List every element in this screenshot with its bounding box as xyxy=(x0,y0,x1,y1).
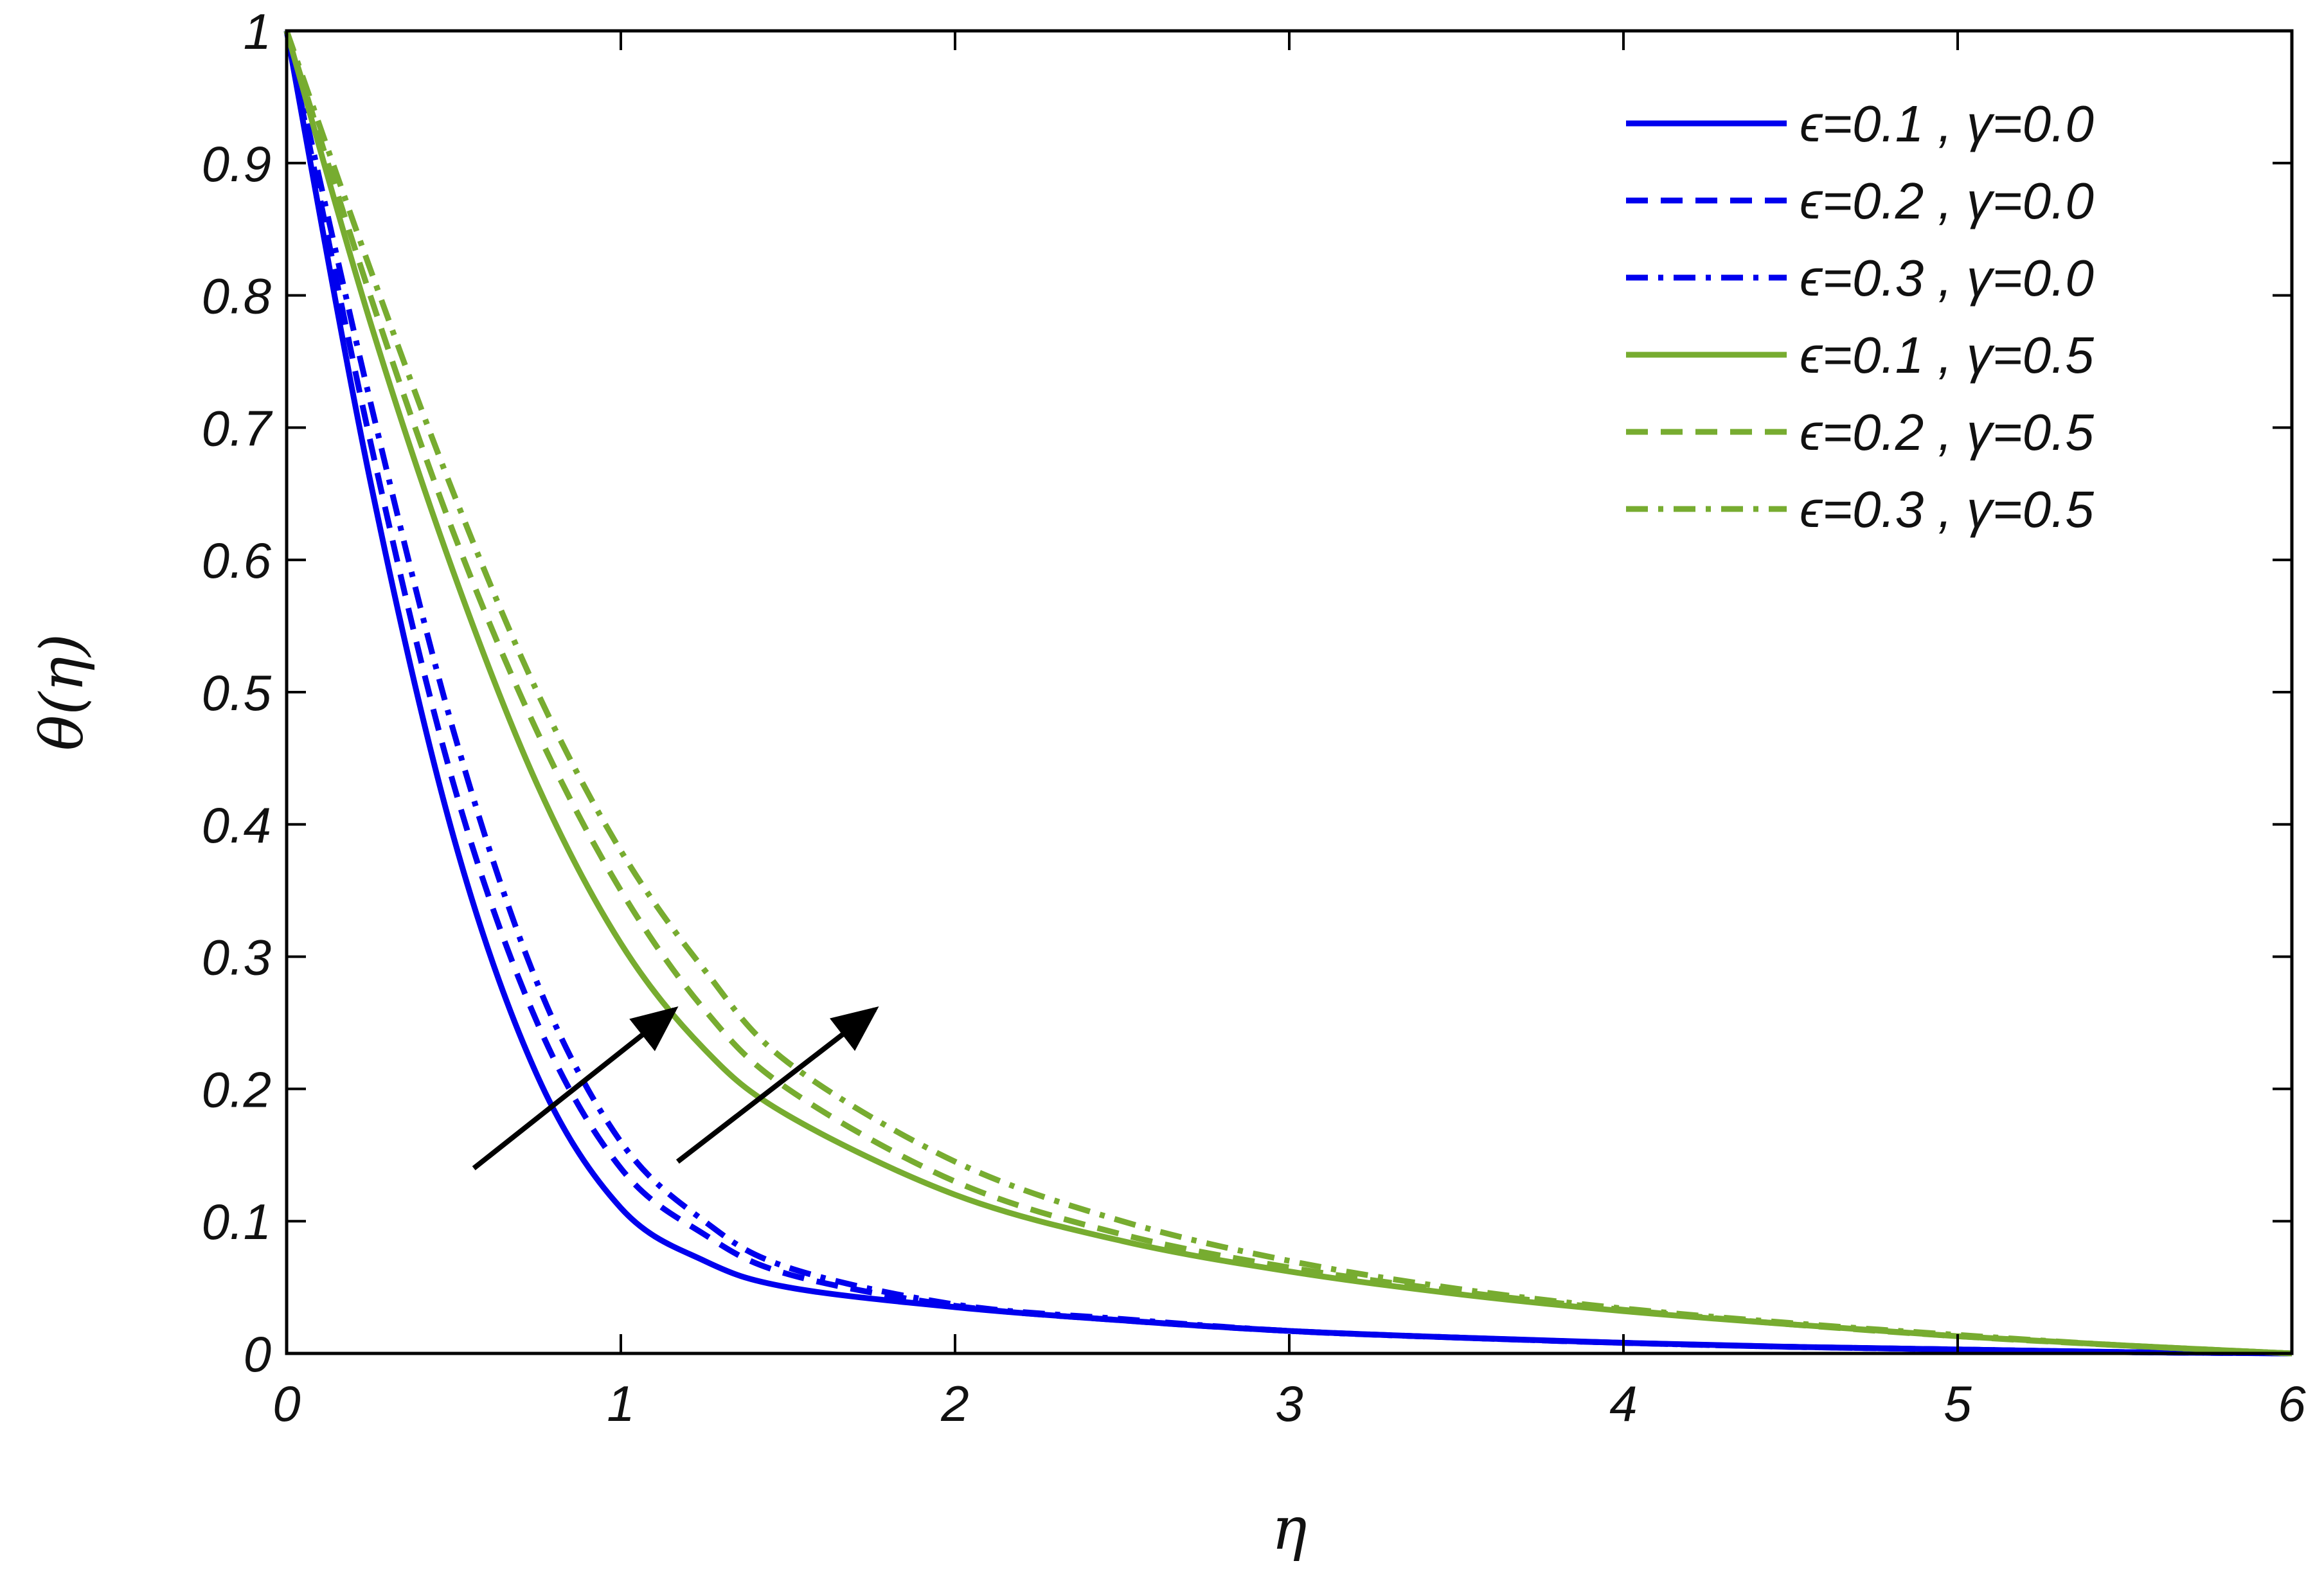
y-tick-label: 0.2 xyxy=(202,1061,271,1118)
y-axis-label: θ(η) xyxy=(28,634,96,751)
x-tick-label: 2 xyxy=(940,1375,969,1432)
series-line-5 xyxy=(283,30,2293,1357)
plot-frame xyxy=(285,29,2294,1355)
series-line-3 xyxy=(283,30,2293,1357)
annotation-arrow-1 xyxy=(472,1006,679,1171)
x-tick-label: 0 xyxy=(273,1375,300,1432)
series-line-6 xyxy=(283,30,2293,1357)
y-tick-label: 0.1 xyxy=(202,1193,271,1250)
legend: ϵ=0.1 , γ=0.0 ϵ=0.2 , γ=0.0 ϵ=0.3 , γ=0.0 ϵ… xyxy=(1626,95,2094,538)
x-axis-label: η xyxy=(1271,1494,1307,1563)
legend-label-6: ϵ=0.3 , γ=0.5 xyxy=(1800,481,2094,538)
plot-background xyxy=(287,31,2292,1353)
series-layer xyxy=(283,30,2293,1357)
y-tick-label: 0.3 xyxy=(202,929,271,986)
annotation-arrow-2 xyxy=(675,1006,879,1164)
y-tick-label: 0.7 xyxy=(202,400,273,456)
y-tick-label: 0.8 xyxy=(202,268,271,325)
tick-layer: 0 1 2 3 4 5 6 0 0.1 0.2 0.3 0.4 0.5 0.6 0.7 0.8 0.9 1 xyxy=(202,3,2307,1432)
x-tick-label: 4 xyxy=(1609,1375,1637,1432)
y-tick-label: 0.5 xyxy=(202,665,272,721)
legend-label-2: ϵ=0.2 , γ=0.0 xyxy=(1800,172,2094,229)
x-tick-label: 5 xyxy=(1944,1375,1972,1432)
y-tick-label: 0.9 xyxy=(202,136,271,192)
x-tick-label: 1 xyxy=(607,1375,634,1432)
legend-label-4: ϵ=0.1 , γ=0.5 xyxy=(1800,326,2094,384)
x-tick-label: 3 xyxy=(1275,1375,1303,1432)
legend-label-1: ϵ=0.1 , γ=0.0 xyxy=(1800,95,2094,152)
y-tick-label: 0.4 xyxy=(202,797,271,853)
annotation-layer xyxy=(472,1006,879,1171)
x-tick-label: 6 xyxy=(2278,1375,2306,1432)
y-tick-label: 1 xyxy=(244,3,271,60)
legend-label-5: ϵ=0.2 , γ=0.5 xyxy=(1800,404,2094,461)
series-line-2 xyxy=(283,30,2293,1357)
y-tick-label: 0.6 xyxy=(202,532,272,589)
y-tick-label: 0 xyxy=(244,1326,271,1382)
legend-label-3: ϵ=0.3 , γ=0.0 xyxy=(1800,249,2094,307)
